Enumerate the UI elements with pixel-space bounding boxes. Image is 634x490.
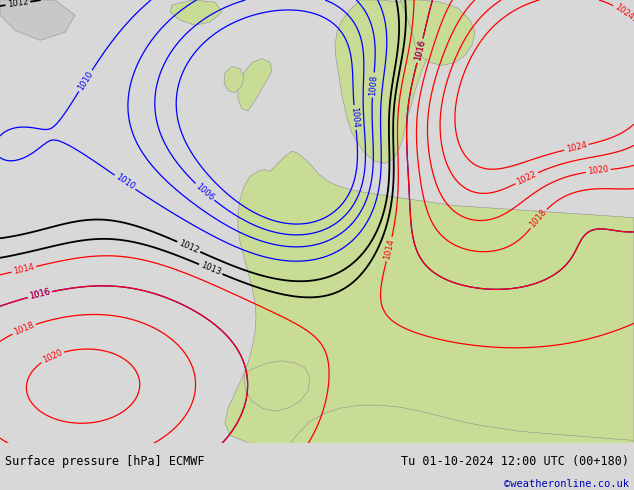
Text: 1024: 1024 — [565, 141, 588, 154]
Polygon shape — [170, 0, 222, 25]
Text: 1020: 1020 — [587, 165, 609, 176]
Text: 1014: 1014 — [13, 263, 35, 276]
Text: 1010: 1010 — [76, 70, 95, 92]
Text: 1016: 1016 — [29, 288, 51, 301]
Text: 1016: 1016 — [413, 39, 427, 62]
Text: 1022: 1022 — [515, 170, 538, 187]
Polygon shape — [225, 151, 634, 443]
Text: 1004: 1004 — [349, 107, 360, 128]
Polygon shape — [244, 361, 310, 411]
Text: 1012: 1012 — [178, 239, 200, 255]
Text: 1020: 1020 — [41, 348, 64, 365]
Polygon shape — [224, 67, 244, 93]
Polygon shape — [238, 58, 272, 111]
Text: 1016: 1016 — [413, 39, 427, 62]
Polygon shape — [400, 0, 475, 66]
Text: 1018: 1018 — [13, 320, 36, 337]
Text: 1010: 1010 — [113, 172, 136, 192]
Text: Tu 01-10-2024 12:00 UTC (00+180): Tu 01-10-2024 12:00 UTC (00+180) — [401, 455, 629, 467]
Text: 1014: 1014 — [382, 238, 396, 260]
Text: 1012: 1012 — [7, 0, 29, 9]
Text: ©weatheronline.co.uk: ©weatheronline.co.uk — [504, 479, 629, 490]
Text: 1016: 1016 — [29, 288, 51, 301]
Text: 1008: 1008 — [368, 74, 378, 96]
Text: 1013: 1013 — [199, 261, 222, 277]
Text: 1024: 1024 — [612, 2, 634, 22]
Polygon shape — [0, 0, 75, 40]
Text: Surface pressure [hPa] ECMWF: Surface pressure [hPa] ECMWF — [5, 455, 205, 467]
Polygon shape — [335, 0, 435, 163]
Polygon shape — [290, 405, 634, 443]
Text: 1018: 1018 — [528, 208, 549, 230]
Text: 1006: 1006 — [194, 182, 216, 202]
